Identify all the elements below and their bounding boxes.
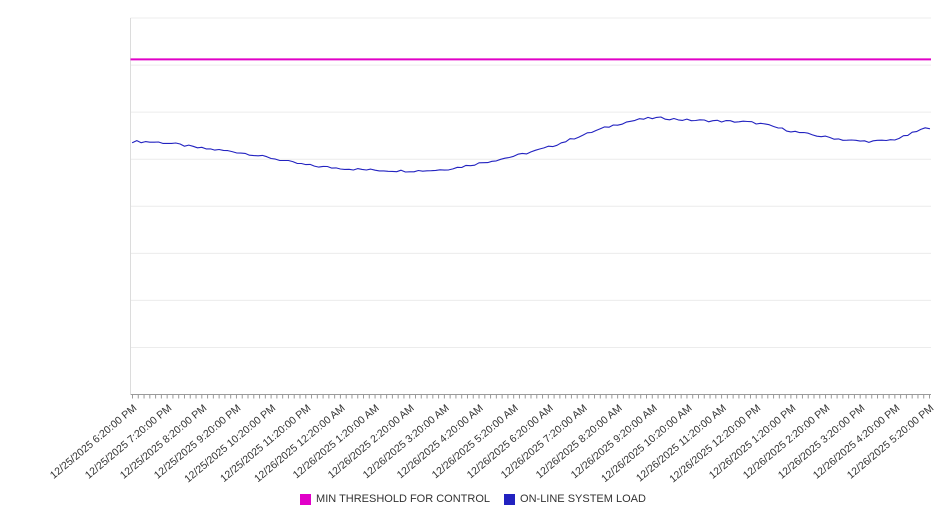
legend-item-min-threshold[interactable]: MIN THRESHOLD FOR CONTROL <box>300 494 490 505</box>
system-load-color-swatch <box>504 494 516 505</box>
chart-legend: MIN THRESHOLD FOR CONTROL ON-LINE SYSTEM… <box>0 494 946 505</box>
legend-item-system-load[interactable]: ON-LINE SYSTEM LOAD <box>504 494 646 505</box>
min-threshold-color-swatch <box>300 494 312 505</box>
legend-label-min-threshold: MIN THRESHOLD FOR CONTROL <box>316 493 491 505</box>
legend-label-system-load: ON-LINE SYSTEM LOAD <box>520 493 646 505</box>
